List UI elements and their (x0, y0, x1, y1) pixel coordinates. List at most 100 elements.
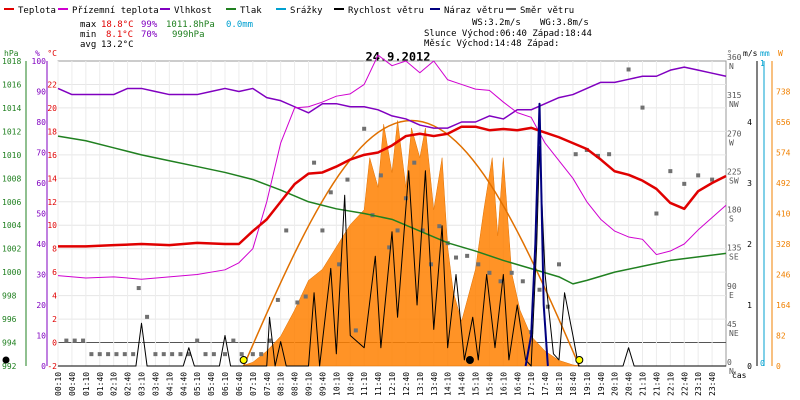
tick-label-temp: 10 (47, 221, 57, 230)
tick-label-dir-deg: 0 (727, 358, 732, 367)
stat-avg-label: avg (80, 40, 96, 50)
tick-label-dir-deg: 270 (727, 129, 742, 138)
wind-dir-dot (259, 352, 264, 357)
tick-label-time: 10:10 (332, 372, 341, 396)
tick-label-time: 03:10 (138, 372, 147, 396)
stat-max-hum: 99% (141, 20, 158, 30)
tick-label-pct: 50 (36, 210, 46, 219)
wind-dir-dot (186, 352, 191, 357)
tick-label-mm: 0 (760, 359, 765, 368)
wind-dir-dot (537, 287, 542, 292)
stat-max-rain: 0.0mm (226, 20, 253, 30)
tick-label-hpa: 1006 (2, 198, 21, 207)
tick-label-dir-name: NW (729, 100, 739, 109)
wind-dir-dot (487, 270, 492, 275)
stat-max-temp: 18.8°C (101, 20, 134, 30)
tick-label-w: 0 (776, 362, 781, 371)
wind-dir-dot (320, 228, 325, 233)
wind-dir-dot (131, 352, 136, 357)
series-solar-area (241, 120, 582, 367)
axis-label-time: čas (732, 370, 747, 380)
tick-label-time: 16:10 (499, 372, 508, 396)
tick-label-time: 11:40 (374, 372, 383, 396)
wind-dir-dot (557, 262, 561, 267)
legend-naraz-vetru: Náraz větru (444, 6, 504, 16)
tick-label-time: 18:40 (569, 372, 578, 396)
axis-label-hpa: hPa (4, 49, 19, 58)
tick-label-time: 23:10 (694, 372, 703, 396)
sunrise-marker (239, 356, 248, 364)
wind-dir-dot (211, 352, 216, 357)
tick-label-time: 05:10 (193, 372, 202, 396)
tick-label-temp: 4 (52, 292, 57, 301)
wind-dir-dot (378, 173, 383, 178)
tick-label-dir-deg: 315 (727, 91, 742, 100)
tick-label-dir-deg: 180 (727, 206, 742, 215)
stat-min-label: min (80, 30, 96, 40)
tick-label-temp: 2 (52, 315, 57, 324)
tick-label-time: 12:40 (402, 372, 411, 396)
tick-label-w: 328 (776, 240, 791, 249)
tick-label-time: 21:40 (652, 372, 661, 396)
wind-dir-dot (362, 126, 367, 131)
tick-label-time: 06:10 (221, 372, 230, 396)
wind-dir-dot (337, 262, 342, 267)
tick-label-time: 17:10 (527, 372, 536, 396)
wind-dir-dot (161, 352, 166, 357)
tick-label-pct: 40 (36, 240, 46, 249)
tick-label-time: 09:10 (305, 372, 314, 396)
stat-max-press: 1011.8hPa (166, 20, 215, 30)
tick-label-time: 01:10 (82, 372, 91, 396)
tick-label-pct: 60 (36, 179, 46, 188)
tick-label-dir-name: N (729, 367, 734, 376)
legend-tlak: Tlak (240, 6, 262, 16)
wind-dir-dot (267, 338, 272, 343)
tick-label-dir-name: W (729, 138, 734, 147)
tick-label-hpa: 1012 (2, 127, 21, 136)
legend-teplota: Teplota (18, 6, 56, 16)
tick-label-pct: 90 (36, 88, 46, 97)
tick-label-ms: 4 (747, 118, 752, 127)
wind-dir-dot (428, 262, 433, 267)
wind-dir-dot (303, 294, 308, 299)
sunset-marker (575, 356, 584, 364)
wind-dir-dot (520, 279, 525, 284)
axis-label-temp: °C (47, 49, 57, 58)
tick-label-time: 20:10 (611, 372, 620, 396)
tick-label-time: 08:40 (291, 372, 300, 396)
stats-block: max 18.8°C 99% 1011.8hPa 0.0mm min 8.1°C… (80, 20, 253, 50)
wind-dir-dot (223, 352, 227, 357)
wind-dir-dot (412, 160, 417, 165)
tick-label-hpa: 1010 (2, 151, 21, 160)
wind-dir-dot (395, 228, 400, 233)
tick-label-time: 07:40 (263, 372, 272, 396)
tick-label-hpa: 996 (2, 315, 17, 324)
tick-label-time: 16:40 (513, 372, 522, 396)
tick-label-hpa: 1002 (2, 245, 21, 254)
tick-label-time: 02:10 (110, 372, 119, 396)
wind-dir-dot (654, 211, 659, 216)
tick-label-pct: 100 (32, 57, 47, 66)
tick-label-temp: 0 (52, 339, 57, 348)
tick-label-hpa: 998 (2, 292, 17, 301)
moonrise-marker (465, 356, 474, 364)
tick-label-w: 410 (776, 210, 791, 219)
wind-dir-dot (178, 352, 183, 357)
wind-dir-dot (710, 177, 715, 182)
wind-dir-dot (573, 152, 578, 157)
wind-dir-dot (106, 352, 111, 357)
wind-dir-dot (476, 262, 481, 267)
tick-label-time: 05:40 (207, 372, 216, 396)
tick-label-time: 23:40 (708, 372, 717, 396)
tick-label-hpa: 1000 (2, 268, 21, 277)
tick-label-hpa: 992 (2, 362, 17, 371)
info-block: WS:3.2m/s WG:3.8m/s Slunce Východ:06:40 … (424, 18, 592, 49)
wind-dir-dot (312, 160, 317, 165)
wind-dir-dot (136, 286, 141, 291)
tick-label-temp: 14 (47, 174, 57, 183)
tick-label-ms: 0 (747, 362, 752, 371)
tick-label-dir-name: N (729, 62, 734, 71)
wind-dir-dot (640, 105, 645, 110)
wind-dir-dot (682, 181, 687, 186)
